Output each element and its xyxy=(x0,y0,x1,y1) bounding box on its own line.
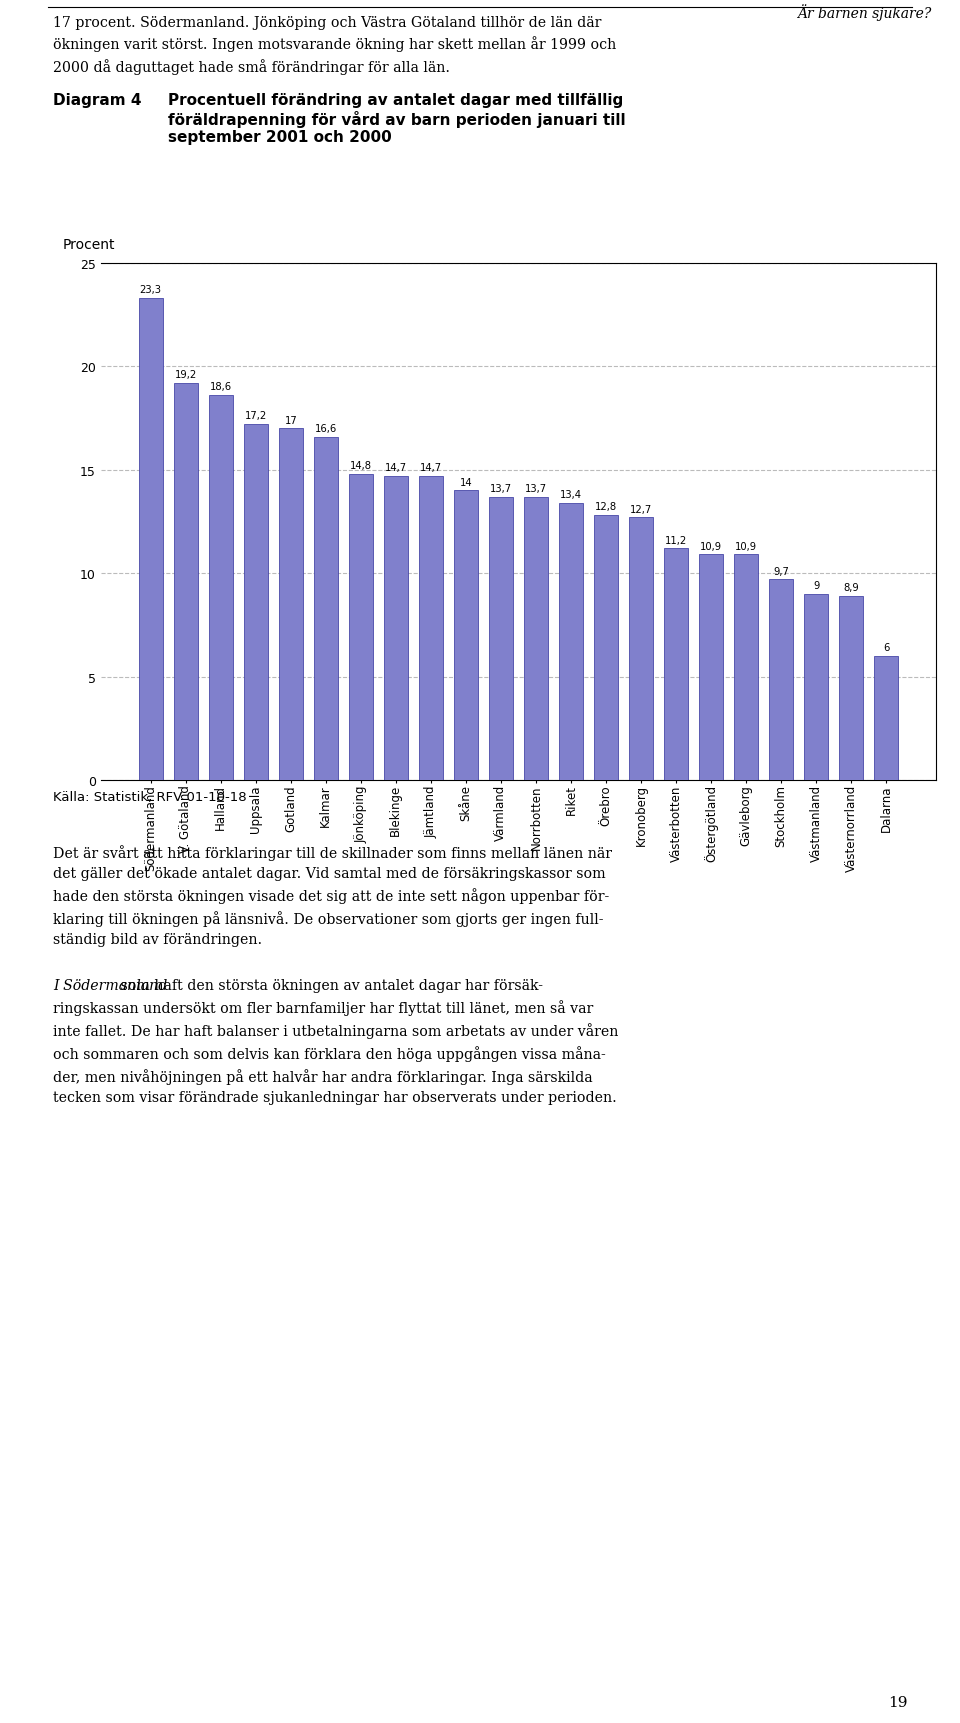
Bar xyxy=(278,429,302,781)
Bar xyxy=(559,503,583,781)
Bar xyxy=(769,581,793,781)
Text: 12,7: 12,7 xyxy=(630,505,652,513)
Bar xyxy=(524,498,548,781)
Text: 10,9: 10,9 xyxy=(735,541,757,551)
Text: 16,6: 16,6 xyxy=(315,424,337,434)
Text: 9: 9 xyxy=(813,581,819,591)
Text: 17 procent. Södermanland. Jönköping och Västra Götaland tillhör de län där
öknin: 17 procent. Södermanland. Jönköping och … xyxy=(53,16,616,76)
Bar xyxy=(839,596,863,781)
Text: 17,2: 17,2 xyxy=(245,412,267,420)
Text: 23,3: 23,3 xyxy=(139,284,161,295)
Text: 19,2: 19,2 xyxy=(175,370,197,379)
Text: 14,7: 14,7 xyxy=(385,463,407,472)
Text: 19: 19 xyxy=(888,1695,907,1709)
Bar xyxy=(454,491,478,781)
Bar xyxy=(419,477,443,781)
Text: Källa: Statistik, RFV 01-10-18: Källa: Statistik, RFV 01-10-18 xyxy=(53,791,247,805)
Text: 8,9: 8,9 xyxy=(843,582,859,593)
Bar xyxy=(594,515,618,781)
Text: 13,7: 13,7 xyxy=(525,484,547,493)
Text: Det är svårt att hitta förklaringar till de skillnader som finns mellan länen nä: Det är svårt att hitta förklaringar till… xyxy=(53,844,612,946)
Bar xyxy=(734,555,758,781)
Bar xyxy=(699,555,723,781)
Text: Är barnen sjukare?: Är barnen sjukare? xyxy=(797,3,931,21)
Bar xyxy=(875,656,898,781)
Text: Diagram 4: Diagram 4 xyxy=(53,93,141,109)
Bar xyxy=(244,426,268,781)
Text: 10,9: 10,9 xyxy=(700,541,722,551)
Text: I Södermanland: I Södermanland xyxy=(53,979,167,992)
Text: 6: 6 xyxy=(883,643,889,653)
Text: 14,7: 14,7 xyxy=(420,463,442,472)
Text: 18,6: 18,6 xyxy=(209,383,231,393)
Bar xyxy=(804,594,828,781)
Text: 9,7: 9,7 xyxy=(773,567,789,575)
Bar xyxy=(384,477,408,781)
Bar xyxy=(209,396,232,781)
Text: 12,8: 12,8 xyxy=(595,501,617,512)
Text: som haft den största ökningen av antalet dagar har försäk-
ringskassan undersökt: som haft den största ökningen av antalet… xyxy=(53,979,618,1104)
Text: 14: 14 xyxy=(460,477,472,488)
Bar xyxy=(314,438,338,781)
Text: I Södermanland som haft den största ökningen av antalet dagar har försäk-
ringsk: I Södermanland som haft den största ökni… xyxy=(53,979,618,1104)
Text: 13,7: 13,7 xyxy=(490,484,512,493)
Bar xyxy=(664,550,688,781)
Bar xyxy=(489,498,513,781)
Bar xyxy=(348,474,372,781)
Text: Procent: Procent xyxy=(62,238,115,252)
Text: 17: 17 xyxy=(284,415,298,426)
Bar xyxy=(629,519,653,781)
Text: 13,4: 13,4 xyxy=(560,489,582,500)
Text: 11,2: 11,2 xyxy=(665,536,687,544)
Bar xyxy=(139,298,162,781)
Bar xyxy=(174,384,198,781)
Text: 14,8: 14,8 xyxy=(349,460,372,470)
Text: Procentuell förändring av antalet dagar med tillfällig
föräldrapenning för vård : Procentuell förändring av antalet dagar … xyxy=(168,93,626,145)
